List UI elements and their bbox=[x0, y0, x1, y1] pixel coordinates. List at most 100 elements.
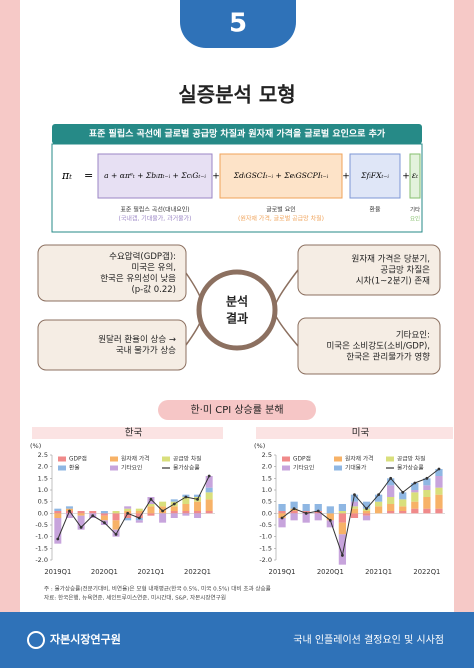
bar-segment bbox=[350, 494, 359, 502]
bar-segment bbox=[159, 513, 167, 523]
bar-segment bbox=[374, 501, 383, 507]
note: 자료: 한국은행, 뉴욕연준, 세인트루이스연준, 미시간대, S&P, 자본시… bbox=[44, 594, 226, 602]
bar-segment bbox=[338, 511, 347, 514]
bar-segment bbox=[147, 504, 155, 507]
bar-segment bbox=[182, 497, 190, 504]
formula-term: ΣdᵢGSCIₜ₋ᵢ + ΣeᵢGSCPIₜ₋ᵢ bbox=[233, 171, 329, 180]
charts: 한국 (%) -2.0 -1.5 -1.0 -0.5 0.0 0.5 1.0 1.5 2.0 2.5 G… bbox=[30, 427, 453, 576]
formula-label: 기타 bbox=[410, 206, 420, 214]
bar-segment bbox=[205, 476, 213, 488]
bar-segment bbox=[350, 501, 359, 507]
bar-segment bbox=[278, 511, 286, 514]
y-tick-label: -0.5 bbox=[35, 521, 48, 529]
bar-segment bbox=[399, 499, 407, 507]
line-point bbox=[161, 509, 165, 513]
bar-segment bbox=[135, 520, 143, 523]
section-pill bbox=[158, 400, 316, 420]
legend-swatch bbox=[282, 465, 290, 471]
bar-segment bbox=[54, 518, 62, 544]
line-point bbox=[102, 521, 106, 525]
line-point bbox=[137, 516, 141, 520]
line-point bbox=[292, 507, 296, 511]
result-text: (p-값 0.22) bbox=[131, 284, 176, 295]
line-point bbox=[328, 518, 332, 522]
y-axis-label: (%) bbox=[30, 442, 41, 450]
legend-label: 환율 bbox=[69, 464, 80, 472]
y-tick-label: 2.0 bbox=[262, 463, 272, 471]
bar-segment bbox=[290, 511, 298, 514]
chart-title-band bbox=[256, 427, 453, 439]
x-tick-label: 2021Q1 bbox=[137, 568, 164, 576]
bar-segment bbox=[387, 504, 395, 511]
line-point bbox=[304, 511, 308, 515]
line-point bbox=[437, 467, 441, 471]
line-point bbox=[353, 493, 356, 497]
result-box bbox=[37, 319, 187, 371]
bar-segment bbox=[362, 501, 371, 509]
formula-label: 표준 필립스 곡선(대내요인) bbox=[120, 206, 189, 214]
result-text: 시차(1~2분기) 존재 bbox=[356, 277, 430, 287]
bar-segment bbox=[435, 494, 443, 509]
formula-label: 환율 bbox=[369, 206, 381, 214]
bar-segment bbox=[194, 511, 202, 514]
y-tick-label: -0.5 bbox=[259, 521, 272, 529]
bar-segment bbox=[399, 506, 407, 511]
y-axis-label: (%) bbox=[254, 442, 265, 450]
bar-segment bbox=[435, 487, 443, 495]
bar-segment bbox=[100, 513, 108, 516]
line-point bbox=[425, 476, 429, 480]
footer-title: 국내 인플레이션 결정요인 및 시사점 bbox=[293, 634, 444, 646]
result-text: 기타요인: bbox=[396, 330, 430, 341]
badge: 5 bbox=[229, 9, 247, 39]
bar-segment bbox=[170, 506, 178, 511]
x-tick-label: 2021Q1 bbox=[365, 568, 392, 576]
bar-segment bbox=[362, 515, 371, 521]
y-tick-label: 2.5 bbox=[38, 451, 48, 459]
bar-segment bbox=[65, 506, 73, 509]
x-tick-label: 2019Q1 bbox=[44, 568, 71, 576]
bar-segment bbox=[135, 511, 143, 514]
bar-segment bbox=[278, 504, 286, 511]
legend-swatch bbox=[110, 456, 118, 462]
result-text: 국내 물가가 상승 bbox=[116, 345, 176, 356]
bar-segment bbox=[302, 513, 310, 523]
result-text: 수요압력(GDP갭): bbox=[109, 251, 176, 262]
formula-box bbox=[349, 153, 401, 199]
center-text: 결과 bbox=[226, 311, 248, 326]
bar-segment bbox=[411, 483, 419, 490]
y-tick-label: 0.0 bbox=[262, 509, 272, 517]
line-point bbox=[207, 474, 211, 478]
bar-segment bbox=[194, 513, 202, 518]
bar-segment bbox=[374, 506, 383, 514]
formula-box bbox=[409, 153, 421, 199]
y-tick-label: 0.0 bbox=[38, 509, 48, 517]
result-box bbox=[37, 244, 187, 302]
line-point bbox=[126, 511, 130, 515]
x-tick-label: 2022Q1 bbox=[184, 568, 211, 576]
bar-segment bbox=[314, 513, 322, 521]
legend-label: 물가상승률 bbox=[397, 464, 424, 472]
bar-segment bbox=[326, 520, 334, 528]
result-box bbox=[297, 244, 441, 296]
bar-segment bbox=[124, 513, 132, 518]
bar-segment bbox=[135, 508, 143, 511]
bar-segment bbox=[411, 501, 419, 509]
y-tick-label: -2.0 bbox=[259, 556, 272, 564]
y-tick-label: 1.5 bbox=[38, 474, 48, 482]
footer-org: 자본시장연구원 bbox=[50, 632, 121, 646]
bar-segment bbox=[399, 492, 407, 500]
legend-swatch bbox=[334, 465, 342, 471]
formula-eq: = bbox=[84, 169, 93, 182]
bar-segment bbox=[112, 511, 120, 514]
section-title: 한·미 CPI 상승률 분해 bbox=[190, 403, 283, 416]
bar-segment bbox=[89, 511, 97, 514]
bar-segment bbox=[362, 511, 371, 514]
legend-label: 물가상승률 bbox=[173, 464, 200, 472]
y-tick-label: -1.0 bbox=[259, 533, 272, 541]
formula: πₜ = a + απᵉₜ + Σbᵢπₜ₋ᵢ + ΣcᵢGₜ₋ᵢ 표준 필립스 곡선… bbox=[61, 153, 421, 223]
bar-segment bbox=[411, 508, 419, 514]
bar-segment bbox=[147, 513, 155, 516]
x-tick-label: 2020Q1 bbox=[91, 568, 118, 576]
bar-segment bbox=[124, 508, 132, 511]
